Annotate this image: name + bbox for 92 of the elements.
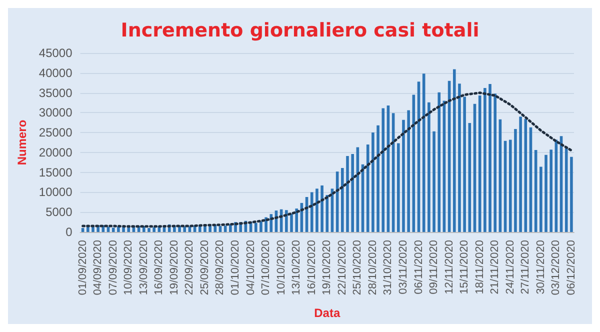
x-tick-label: 07/10/2020 — [260, 240, 272, 296]
x-tick-label: 07/09/2020 — [107, 240, 120, 296]
x-tick-label: 13/09/2020 — [138, 240, 150, 296]
x-tick-label: 03/11/2020 — [397, 240, 410, 294]
bar — [366, 144, 370, 232]
bar — [218, 226, 222, 232]
x-tick-label: 21/11/2020 — [489, 240, 502, 294]
bar — [488, 84, 492, 232]
bar — [570, 156, 573, 232]
bar — [224, 226, 227, 232]
x-tick-label: 10/09/2020 — [122, 240, 135, 296]
bar — [463, 96, 466, 232]
y-tick-label: 25000 — [38, 126, 73, 140]
y-tick-label: 30000 — [38, 106, 73, 120]
bar — [432, 131, 436, 232]
x-tick-label: 15/11/2020 — [458, 240, 471, 294]
bar — [229, 224, 232, 232]
y-axis-title: Numero — [15, 120, 29, 166]
x-tick-label: 01/09/2020 — [76, 240, 89, 296]
y-tick-label: 15000 — [38, 165, 73, 180]
x-tick-label: 01/10/2020 — [230, 240, 242, 296]
x-tick-label: 06/11/2020 — [412, 240, 425, 294]
x-tick-label: 10/10/2020 — [275, 240, 288, 296]
bar — [564, 148, 568, 232]
bar — [376, 125, 380, 232]
y-tick-label: 40000 — [38, 66, 73, 80]
x-tick-label: 16/09/2020 — [153, 240, 166, 296]
bar — [540, 166, 542, 232]
bar — [494, 94, 497, 232]
bar — [326, 195, 329, 232]
x-tick-label: 22/10/2020 — [336, 240, 348, 296]
line-series — [82, 92, 573, 228]
bar — [514, 128, 517, 232]
bar — [341, 168, 344, 232]
x-tick-label: 24/11/2020 — [504, 240, 516, 294]
x-tick-label: 28/10/2020 — [366, 240, 379, 296]
x-tick-label: 12/11/2020 — [443, 240, 456, 294]
x-tick-label: 06/12/2020 — [565, 240, 578, 296]
bar — [260, 221, 262, 232]
bar — [290, 214, 293, 232]
y-tick-label: 20000 — [38, 145, 73, 160]
bar — [508, 140, 512, 232]
y-tick-label: 10000 — [38, 185, 73, 200]
x-tick-label: 09/11/2020 — [428, 240, 440, 294]
bar — [320, 185, 324, 232]
bar — [438, 92, 441, 232]
x-tick-label: 04/10/2020 — [244, 240, 257, 296]
x-tick-label: 03/12/2020 — [550, 240, 562, 296]
x-tick-label: 19/10/2020 — [321, 240, 334, 296]
x-tick-label: 27/11/2020 — [520, 240, 532, 294]
x-tick-label: 13/10/2020 — [290, 240, 303, 296]
bar — [402, 120, 405, 232]
x-tick-label: 30/11/2020 — [534, 240, 547, 294]
x-tick-label: 16/10/2020 — [306, 240, 318, 296]
bar — [295, 208, 298, 232]
x-tick-label: 28/09/2020 — [214, 240, 226, 296]
bar — [310, 192, 314, 232]
bar — [452, 69, 456, 232]
bar — [86, 226, 90, 232]
x-tick-label: 19/09/2020 — [168, 240, 180, 296]
x-axis-title: Data — [314, 306, 340, 320]
x-tick-label: 25/09/2020 — [198, 240, 211, 296]
bar — [519, 116, 522, 232]
bar — [484, 88, 486, 232]
bar — [407, 110, 410, 232]
bar — [148, 228, 150, 232]
x-tick-label: 18/11/2020 — [474, 240, 486, 294]
x-tick-label: 31/10/2020 — [382, 240, 394, 296]
bar — [544, 154, 548, 232]
bar — [254, 222, 258, 232]
x-tick-label: 04/09/2020 — [92, 240, 104, 296]
y-tick-label: 45000 — [38, 46, 73, 60]
x-tick-label: 25/10/2020 — [352, 240, 364, 296]
y-tick-label: 35000 — [38, 86, 73, 100]
bar — [112, 228, 115, 232]
y-tick-label: 0 — [66, 225, 73, 239]
bar — [285, 210, 288, 232]
bar — [372, 132, 374, 232]
bar — [346, 156, 349, 232]
chart-title: Incremento giornaliero casi totali — [120, 20, 480, 42]
bar — [396, 143, 400, 232]
bar — [458, 84, 461, 232]
bar — [152, 227, 156, 232]
bar — [183, 226, 186, 232]
y-tick-label: 5000 — [46, 205, 73, 220]
x-tick-label: 22/09/2020 — [184, 240, 196, 296]
bar — [316, 188, 318, 232]
bar — [382, 108, 385, 232]
bar — [351, 154, 354, 232]
bar — [524, 119, 528, 232]
bar — [550, 150, 552, 232]
bar — [428, 102, 430, 232]
